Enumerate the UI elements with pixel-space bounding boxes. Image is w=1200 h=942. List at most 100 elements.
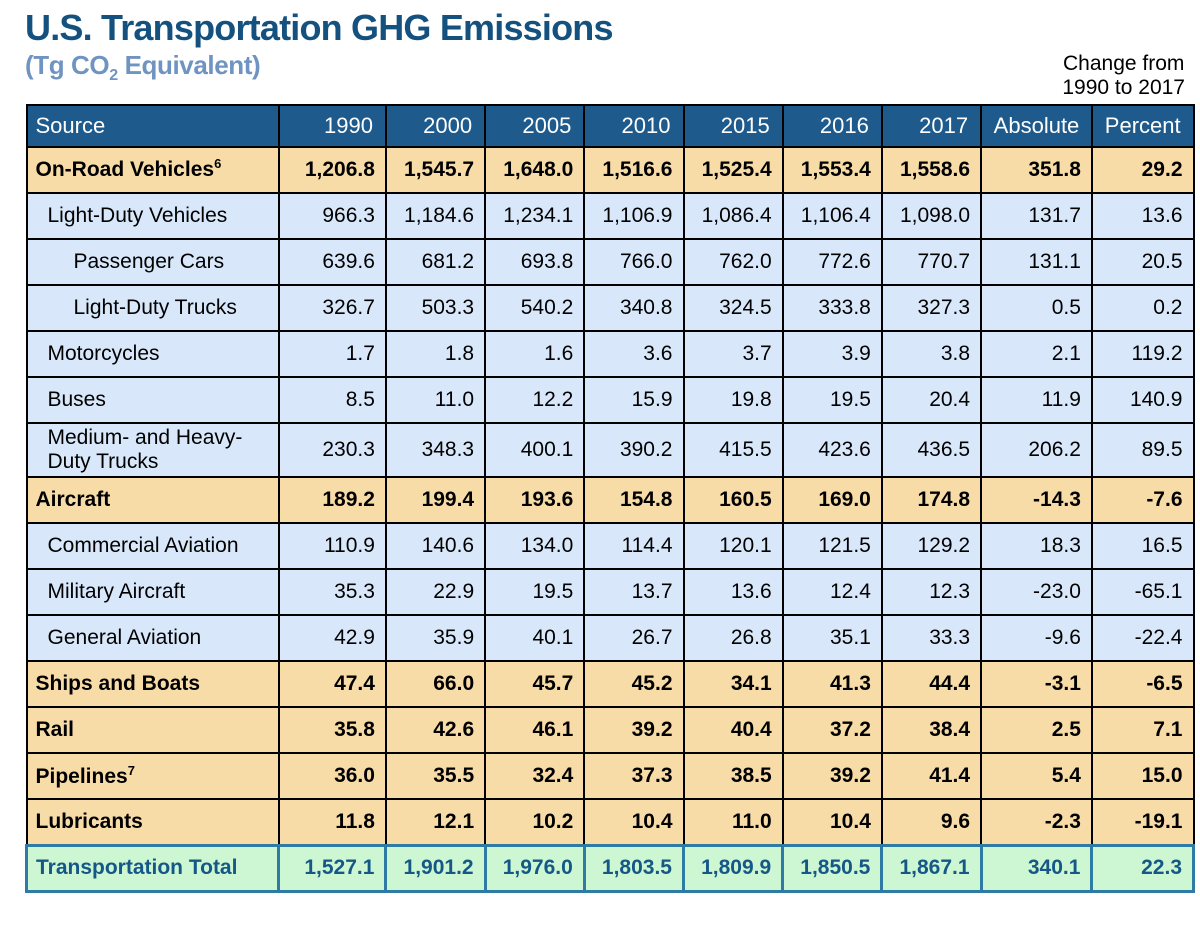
page-subtitle: (Tg CO2 Equivalent) bbox=[25, 50, 1195, 85]
table-row: Passenger Cars 639.6 681.2 693.8 766.0 762.0 7… bbox=[25, 238, 1195, 286]
value-cell: 16.5 bbox=[1090, 522, 1195, 571]
col-header-2017: 2017 bbox=[880, 104, 983, 148]
value-cell: 42.6 bbox=[384, 706, 487, 755]
col-header-absolute: Absolute bbox=[980, 104, 1093, 148]
table-row: Commercial Aviation 110.9 140.6 134.0 114.4 1… bbox=[25, 522, 1195, 571]
table-row: Motorcycles 1.7 1.8 1.6 3.6 3.7 3.9 3.8 2.1 119.2 bbox=[25, 330, 1195, 378]
value-cell: 5.4 bbox=[980, 752, 1093, 801]
value-cell: 436.5 bbox=[880, 421, 983, 479]
value-cell: 1.7 bbox=[277, 330, 387, 378]
value-cell: 66.0 bbox=[384, 660, 487, 709]
value-cell: 131.7 bbox=[980, 192, 1093, 240]
row-label: Pipelines7 bbox=[25, 752, 280, 801]
value-cell: 13.6 bbox=[682, 568, 784, 617]
footnote-marker: 7 bbox=[127, 762, 135, 778]
value-cell: 35.9 bbox=[384, 614, 487, 663]
table-row: Lubricants 11.8 12.1 10.2 10.4 11.0 10.4 9.6 -2.… bbox=[25, 798, 1195, 847]
value-cell: 1,545.7 bbox=[384, 146, 487, 194]
value-cell: 19.5 bbox=[781, 376, 883, 424]
row-label: Passenger Cars bbox=[25, 238, 280, 286]
value-cell: 41.4 bbox=[880, 752, 983, 801]
table-row: Pipelines7 36.0 35.5 32.4 37.3 38.5 39.2 41.4 5.… bbox=[25, 752, 1195, 801]
col-header-2015: 2015 bbox=[682, 104, 784, 148]
value-cell: 7.1 bbox=[1090, 706, 1195, 755]
value-cell: 131.1 bbox=[980, 238, 1093, 286]
value-cell: 12.1 bbox=[384, 798, 487, 847]
value-cell: 174.8 bbox=[880, 476, 983, 525]
value-cell: 199.4 bbox=[384, 476, 487, 525]
value-cell: 540.2 bbox=[484, 284, 586, 332]
value-cell: 12.4 bbox=[781, 568, 883, 617]
col-header-percent: Percent bbox=[1090, 104, 1195, 148]
value-cell: 140.9 bbox=[1090, 376, 1195, 424]
value-cell: 340.8 bbox=[583, 284, 685, 332]
value-cell: 154.8 bbox=[583, 476, 685, 525]
table-row: Transportation Total 1,527.1 1,901.2 1,976.… bbox=[24, 843, 1195, 893]
table-row: Rail 35.8 42.6 46.1 39.2 40.4 37.2 38.4 2.5 7.1 bbox=[25, 706, 1195, 755]
table-row: Military Aircraft 35.3 22.9 19.5 13.7 13.6 12.… bbox=[25, 568, 1195, 617]
value-cell: -7.6 bbox=[1090, 476, 1195, 525]
value-cell: 0.5 bbox=[980, 284, 1093, 332]
table-row: Aircraft 189.2 199.4 193.6 154.8 160.5 169.0 17… bbox=[25, 476, 1195, 525]
col-header-2000: 2000 bbox=[384, 104, 487, 148]
value-cell: 681.2 bbox=[384, 238, 487, 286]
value-cell: 44.4 bbox=[880, 660, 983, 709]
value-cell: 11.8 bbox=[277, 798, 387, 847]
value-cell: 3.8 bbox=[880, 330, 983, 378]
value-cell: 40.1 bbox=[484, 614, 586, 663]
table-row: On-Road Vehicles6 1,206.8 1,545.7 1,648.0 1,… bbox=[25, 146, 1195, 194]
value-cell: 15.9 bbox=[583, 376, 685, 424]
value-cell: 120.1 bbox=[682, 522, 784, 571]
value-cell: 1,086.4 bbox=[682, 192, 784, 240]
value-cell: 34.1 bbox=[682, 660, 784, 709]
value-cell: 1,809.9 bbox=[681, 843, 785, 893]
value-cell: 39.2 bbox=[583, 706, 685, 755]
row-label: Transportation Total bbox=[24, 843, 281, 893]
value-cell: 89.5 bbox=[1090, 421, 1195, 479]
value-cell: -2.3 bbox=[980, 798, 1093, 847]
value-cell: 33.3 bbox=[880, 614, 983, 663]
value-cell: 129.2 bbox=[880, 522, 983, 571]
value-cell: 35.3 bbox=[277, 568, 387, 617]
value-cell: 15.0 bbox=[1090, 752, 1195, 801]
row-label: Ships and Boats bbox=[25, 660, 280, 709]
value-cell: 766.0 bbox=[583, 238, 685, 286]
table-row: Light-Duty Vehicles 966.3 1,184.6 1,234.1 1,… bbox=[25, 192, 1195, 240]
value-cell: 230.3 bbox=[277, 421, 387, 479]
value-cell: 772.6 bbox=[781, 238, 883, 286]
value-cell: 351.8 bbox=[980, 146, 1093, 194]
value-cell: 1,527.1 bbox=[277, 843, 388, 893]
value-cell: 1,648.0 bbox=[484, 146, 586, 194]
value-cell: 966.3 bbox=[277, 192, 387, 240]
value-cell: 503.3 bbox=[384, 284, 487, 332]
value-cell: 22.9 bbox=[384, 568, 487, 617]
row-label: Buses bbox=[25, 376, 280, 424]
table-header-row: Source 1990 2000 2005 2010 2015 2016 2017 Absolu… bbox=[25, 104, 1195, 148]
value-cell: -6.5 bbox=[1090, 660, 1195, 709]
value-cell: 18.3 bbox=[980, 522, 1093, 571]
value-cell: 333.8 bbox=[781, 284, 883, 332]
subtitle-subscript: 2 bbox=[109, 66, 118, 84]
masthead: U.S. Transportation GHG Emissions (Tg CO… bbox=[25, 8, 1195, 100]
value-cell: -14.3 bbox=[980, 476, 1093, 525]
value-cell: 45.2 bbox=[583, 660, 685, 709]
value-cell: 0.2 bbox=[1090, 284, 1195, 332]
value-cell: 12.2 bbox=[484, 376, 586, 424]
value-cell: 40.4 bbox=[682, 706, 784, 755]
value-cell: 38.5 bbox=[682, 752, 784, 801]
value-cell: 1,184.6 bbox=[384, 192, 487, 240]
value-cell: 340.1 bbox=[979, 843, 1094, 893]
value-cell: 3.7 bbox=[682, 330, 784, 378]
emissions-table: Source 1990 2000 2005 2010 2015 2016 2017 Absolu… bbox=[24, 104, 1195, 893]
value-cell: 3.6 bbox=[583, 330, 685, 378]
value-cell: 1,234.1 bbox=[484, 192, 586, 240]
value-cell: 1.6 bbox=[484, 330, 586, 378]
value-cell: 639.6 bbox=[277, 238, 387, 286]
value-cell: 1,106.4 bbox=[781, 192, 883, 240]
page-title: U.S. Transportation GHG Emissions bbox=[25, 7, 614, 48]
value-cell: 1,901.2 bbox=[384, 843, 487, 893]
value-cell: 348.3 bbox=[384, 421, 487, 479]
col-header-2010: 2010 bbox=[583, 104, 685, 148]
value-cell: 36.0 bbox=[277, 752, 387, 801]
subtitle-post: Equivalent) bbox=[117, 49, 261, 80]
